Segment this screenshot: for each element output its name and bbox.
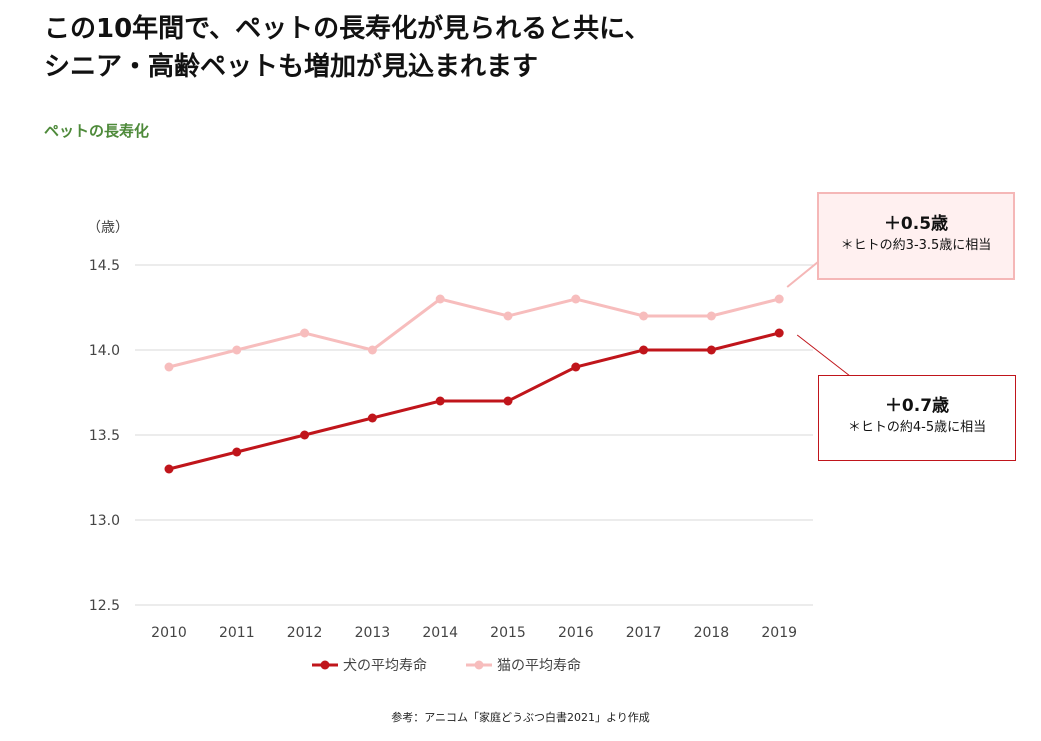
data-point xyxy=(435,396,445,406)
dog-increase-callout: ＋0.7歳 ＊ヒトの約4-5歳に相当 xyxy=(818,375,1016,461)
data-point xyxy=(164,362,174,372)
y-tick-label: 14.5 xyxy=(89,258,120,274)
data-point xyxy=(571,294,581,304)
data-point xyxy=(232,447,242,457)
legend-label: 猫の平均寿命 xyxy=(497,657,581,674)
data-point xyxy=(639,345,649,355)
data-point xyxy=(232,345,242,355)
series-line-1 xyxy=(168,297,780,369)
y-tick-label: 13.5 xyxy=(89,428,120,444)
x-tick-label: 2019 xyxy=(761,625,797,641)
cat-increase-callout: ＋0.5歳 ＊ヒトの約3-3.5歳に相当 xyxy=(817,192,1015,280)
data-point xyxy=(774,328,784,338)
data-point xyxy=(639,311,649,321)
data-point xyxy=(706,311,716,321)
x-tick-label: 2016 xyxy=(558,625,594,641)
legend-marker xyxy=(320,660,330,670)
y-axis-label: （歳） xyxy=(87,220,129,236)
data-point xyxy=(435,294,445,304)
data-point xyxy=(300,328,310,338)
dog-callout-pointer xyxy=(796,334,851,377)
dog-increase-note: ＊ヒトの約4-5歳に相当 xyxy=(847,420,987,435)
x-tick-label: 2011 xyxy=(219,625,255,641)
x-tick-label: 2017 xyxy=(626,625,662,641)
data-point xyxy=(706,345,716,355)
series-line-0 xyxy=(168,331,780,471)
data-point xyxy=(300,430,310,440)
x-tick-label: 2012 xyxy=(287,625,323,641)
x-tick-label: 2013 xyxy=(355,625,391,641)
title-line-2: シニア・高齢ペットも増加が見込まれます xyxy=(44,52,539,82)
legend-label: 犬の平均寿命 xyxy=(343,657,427,674)
data-point xyxy=(367,345,377,355)
cat-increase-note: ＊ヒトの約3-3.5歳に相当 xyxy=(840,238,992,253)
y-tick-label: 13.0 xyxy=(89,513,120,529)
title-line-1: この10年間で、ペットの長寿化が見られると共に、 xyxy=(44,14,651,44)
x-tick-label: 2018 xyxy=(694,625,730,641)
data-point xyxy=(571,362,581,372)
dog-increase-value: ＋0.7歳 xyxy=(884,396,950,416)
data-point xyxy=(164,464,174,474)
source-note: 参考：アニコム「家庭どうぶつ白書2021」より作成 xyxy=(391,711,650,724)
cat-increase-value: ＋0.5歳 xyxy=(883,214,949,234)
cat-callout-pointer xyxy=(786,259,819,288)
data-point xyxy=(774,294,784,304)
x-tick-label: 2014 xyxy=(422,625,458,641)
data-point xyxy=(367,413,377,423)
chart-subtitle: ペットの長寿化 xyxy=(44,122,150,140)
x-tick-label: 2010 xyxy=(151,625,187,641)
data-point xyxy=(503,311,513,321)
y-tick-label: 12.5 xyxy=(89,598,120,614)
x-tick-label: 2015 xyxy=(490,625,526,641)
y-tick-label: 14.0 xyxy=(89,343,120,359)
page-title: この10年間で、ペットの長寿化が見られると共に、 シニア・高齢ペットも増加が見込… xyxy=(44,10,1004,86)
data-point xyxy=(503,396,513,406)
legend-marker xyxy=(474,660,484,670)
